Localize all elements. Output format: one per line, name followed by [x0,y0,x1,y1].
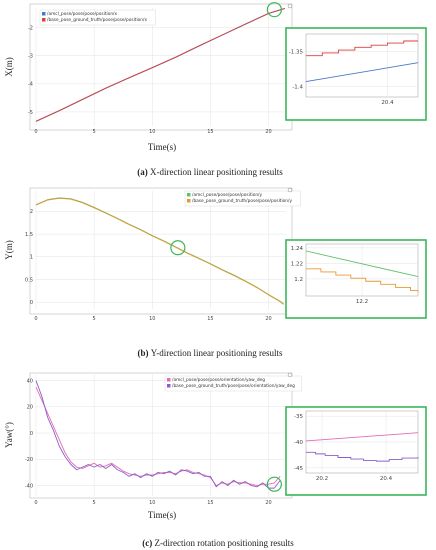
inset-y-tick-label: -35 [294,414,303,420]
caption-text: Y-direction linear positioning results [151,348,283,358]
y-tick-label: -20 [25,457,33,463]
legend-entry: /base_pose_ground_truth/pose/pose/positi… [192,198,292,204]
figure-caption: (c) Z-direction rotation positioning res… [142,538,294,548]
x-axis-label: Time(s) [148,510,176,520]
y-tick-label: 20 [27,405,33,411]
axis-end-marker [287,3,293,9]
caption-text: X-direction linear positioning results [150,167,283,177]
x-tick-label: 10 [149,316,155,322]
figure-caption: (b) Y-direction linear positioning resul… [138,348,283,358]
inset-y-tick-label: -45 [294,466,303,472]
x-tick-label: 15 [207,129,213,135]
legend-swatch [42,12,46,16]
inset-y-tick-label: 1.22 [291,261,303,267]
y-axis-label: Y(m) [4,240,14,260]
y-tick-label: -40 [25,483,33,489]
axis-end-marker [287,372,293,378]
y-tick-label: -5 [28,110,33,116]
legend-swatch [167,378,171,382]
legend-entry: /amcl_pose/pose/pose/position/x [47,11,117,17]
legend-swatch [42,18,46,22]
plot-frame [29,187,293,315]
inset-series-line-1 [305,62,419,83]
inset-series-line-1 [305,250,419,278]
legend-entry: /base_pose_ground_truth/pose/pose/positi… [47,17,147,23]
legend-swatch [187,199,191,203]
inset-series-line-2 [306,451,419,462]
inset-y-tick-label: 1.2 [294,277,303,283]
legend: /amcl_pose/pose/pose/position/x/base_pos… [39,9,156,26]
inset-y-tick-label: -1.35 [289,50,304,56]
x-axis-label: Time(s) [148,142,176,152]
inset-x-tick-label: 20.2 [316,476,328,482]
inset-series-line-2 [306,40,418,57]
x-tick-label: 0 [34,500,37,506]
y-axis-label: X(m) [4,57,14,77]
series-line-1 [35,386,281,486]
y-tick-label: 0 [30,431,33,437]
inset-x-tick-label: 20.4 [380,476,393,482]
series-line-2 [35,380,281,489]
chart-panel-2: 0 5 10 15 20 0 0.5 1 1.5 2/amcl_pose/pose/pose/po… [4,187,427,358]
caption-label: (a) [137,167,150,177]
chart-panel-1: 0 5 10 15 20 -2 -3 -4 -5/amcl_pose/pose/pose/pos… [4,2,427,177]
y-tick-label: -4 [28,82,33,88]
zoom-highlight-circle [170,240,186,256]
legend-entry: /base_pose_ground_truth/pose/pose/orient… [172,383,295,389]
inset-y-tick-label: -40 [294,440,303,446]
y-tick-label: 40 [27,378,33,384]
y-tick-label: -2 [28,25,33,31]
x-tick-label: 20 [265,500,271,506]
inset-y-tick-label: 1.24 [291,246,304,252]
axis-end-marker [287,187,293,193]
legend-box [39,9,156,26]
x-tick-label: 15 [207,316,213,322]
inset-y-tick-label: -1.4 [292,85,303,91]
caption-label: (b) [138,348,151,358]
x-tick-label: 5 [93,129,96,135]
plot-frame [29,372,293,499]
inset-series-line-1 [305,432,419,442]
zoom-inset: 20.2 20.4 -35 -40 -45 [285,406,427,496]
zoom-highlight-circle [266,2,282,18]
legend-entry: /amcl_pose/pose/pose/position/y [192,192,262,198]
y-tick-label: 1 [30,255,33,261]
zoom-highlight-circle [266,476,282,492]
inset-series-line-2 [306,268,419,293]
y-tick-label: 0.5 [25,277,33,283]
legend-swatch [187,193,191,197]
inset-x-tick-label: 20.4 [381,100,394,106]
x-tick-label: 10 [149,129,155,135]
x-tick-label: 10 [149,500,155,506]
legend: /amcl_pose/pose/pose/orientation/yaw_deg… [164,375,302,392]
legend-box [164,375,302,392]
legend-box [184,190,301,207]
legend: /amcl_pose/pose/pose/position/y/base_pos… [184,190,301,207]
series-line-2 [35,197,284,305]
x-tick-label: 5 [93,500,96,506]
y-tick-label: 1.5 [25,232,33,238]
x-tick-label: 5 [93,316,96,322]
y-axis-label: Yaw(°) [4,422,14,448]
x-tick-label: 0 [34,316,37,322]
caption-label: (c) [142,538,154,548]
figure-caption: (a) X-direction linear positioning resul… [137,167,283,177]
x-tick-label: 20 [265,316,271,322]
series-line-2 [35,7,285,122]
zoom-inset: 20.4 -1.35 -1.4 [285,27,427,121]
zoom-inset: 12.2 1.24 1.22 1.2 [285,239,427,319]
x-tick-label: 15 [207,500,213,506]
inset-x-tick-label: 12.2 [356,299,368,305]
x-tick-label: 0 [34,129,37,135]
legend-swatch [167,384,171,388]
caption-text: Z-direction rotation positioning results [155,538,295,548]
x-tick-label: 20 [265,129,271,135]
y-tick-label: 0 [30,300,33,306]
y-tick-label: 2 [30,209,33,215]
legend-entry: /amcl_pose/pose/pose/orientation/yaw_deg [172,377,265,383]
y-tick-label: -3 [28,54,33,60]
chart-panel-3: 0 5 10 15 20 40 20 0 -20 -40/amcl_pose/pose/pose/… [4,372,427,548]
